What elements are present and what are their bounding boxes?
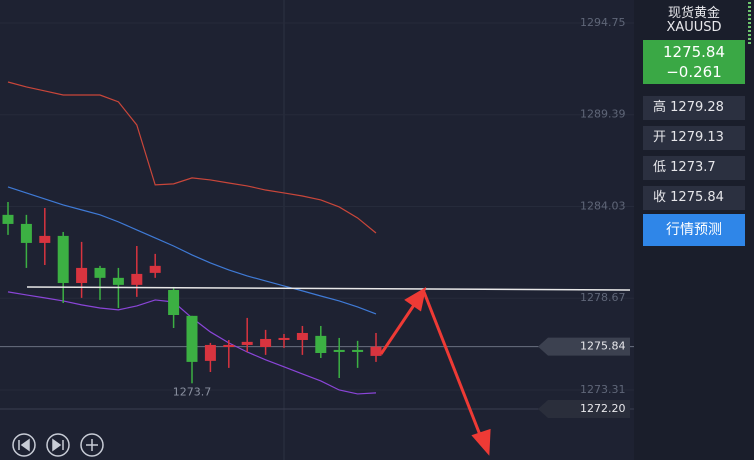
band-line — [7, 81, 377, 234]
trend-line — [26, 286, 631, 291]
candle-body — [20, 223, 32, 243]
stat-row: 低 1273.7 — [643, 156, 745, 180]
zoom-button[interactable] — [80, 433, 104, 457]
y-tick-label: 1294.75 — [580, 16, 626, 29]
candle-body — [168, 290, 180, 315]
arrow-head — [404, 286, 427, 312]
candle-body — [2, 214, 14, 224]
stat-label: 高 — [653, 100, 667, 115]
candle-body — [204, 344, 216, 361]
stat-value: 1273.7 — [670, 160, 716, 175]
stat-value: 1275.84 — [670, 190, 724, 205]
forecast-arrows — [379, 286, 491, 456]
stat-label: 开 — [653, 130, 667, 145]
price-box: 1275.84 −0.261 — [643, 40, 745, 84]
candle-body — [149, 265, 161, 273]
low-annotation: 1273.7 — [173, 385, 212, 398]
stat-value: 1279.13 — [670, 130, 724, 145]
band-line — [7, 186, 377, 315]
quote-panel: 现货黄金 XAUUSD 1275.84 −0.261 高 1279.28 开 1… — [634, 0, 754, 460]
candle-body — [352, 349, 364, 352]
candle-body — [296, 332, 308, 340]
last-price: 1275.84 — [662, 43, 726, 61]
arrow-up — [379, 301, 418, 355]
candle-body — [223, 344, 235, 348]
candle-body — [370, 346, 382, 356]
arrow-down — [422, 291, 484, 441]
y-tick-label: 1273.31 — [580, 383, 626, 396]
candle-body — [76, 267, 88, 283]
price-tag — [538, 399, 630, 418]
stat-row: 开 1279.13 — [643, 126, 745, 150]
candle-body — [333, 349, 345, 352]
price-change: −0.261 — [666, 63, 722, 81]
candle-body — [57, 235, 69, 283]
candle-body — [94, 267, 106, 278]
next-button[interactable] — [46, 433, 70, 457]
candle-body — [260, 338, 272, 348]
signal-indicator — [748, 2, 751, 44]
stat-row: 高 1279.28 — [643, 96, 745, 120]
stat-label: 收 — [653, 190, 667, 205]
chart: 1294.75 1289.39 1284.03 1278.67 1273.31 1275.… — [0, 0, 634, 460]
stat-label: 低 — [653, 160, 667, 175]
arrow-head — [471, 428, 491, 456]
forecast-button[interactable]: 行情预测 — [643, 214, 745, 246]
y-tick-label: 1284.03 — [580, 199, 626, 212]
price-tag-label: 1272.20 — [580, 402, 626, 415]
chart-bg — [0, 0, 634, 460]
y-tick-label: 1289.39 — [580, 108, 626, 121]
candle-body — [241, 341, 253, 345]
y-tick-label: 1278.67 — [580, 291, 626, 304]
stat-value: 1279.28 — [670, 100, 724, 115]
candle-body — [131, 273, 143, 285]
prev-button[interactable] — [12, 433, 36, 457]
candle-body — [112, 277, 124, 285]
candle-body — [186, 315, 198, 362]
quote-symbol: XAUUSD — [666, 20, 722, 35]
quote-name: 现货黄金 — [667, 6, 720, 21]
candle-body — [39, 235, 51, 243]
price-tag — [538, 337, 630, 356]
candle-body — [315, 335, 327, 354]
stat-row: 收 1275.84 — [643, 186, 745, 210]
controls — [12, 433, 104, 457]
candle-body — [278, 337, 290, 340]
price-tag-label: 1275.84 — [580, 340, 626, 353]
